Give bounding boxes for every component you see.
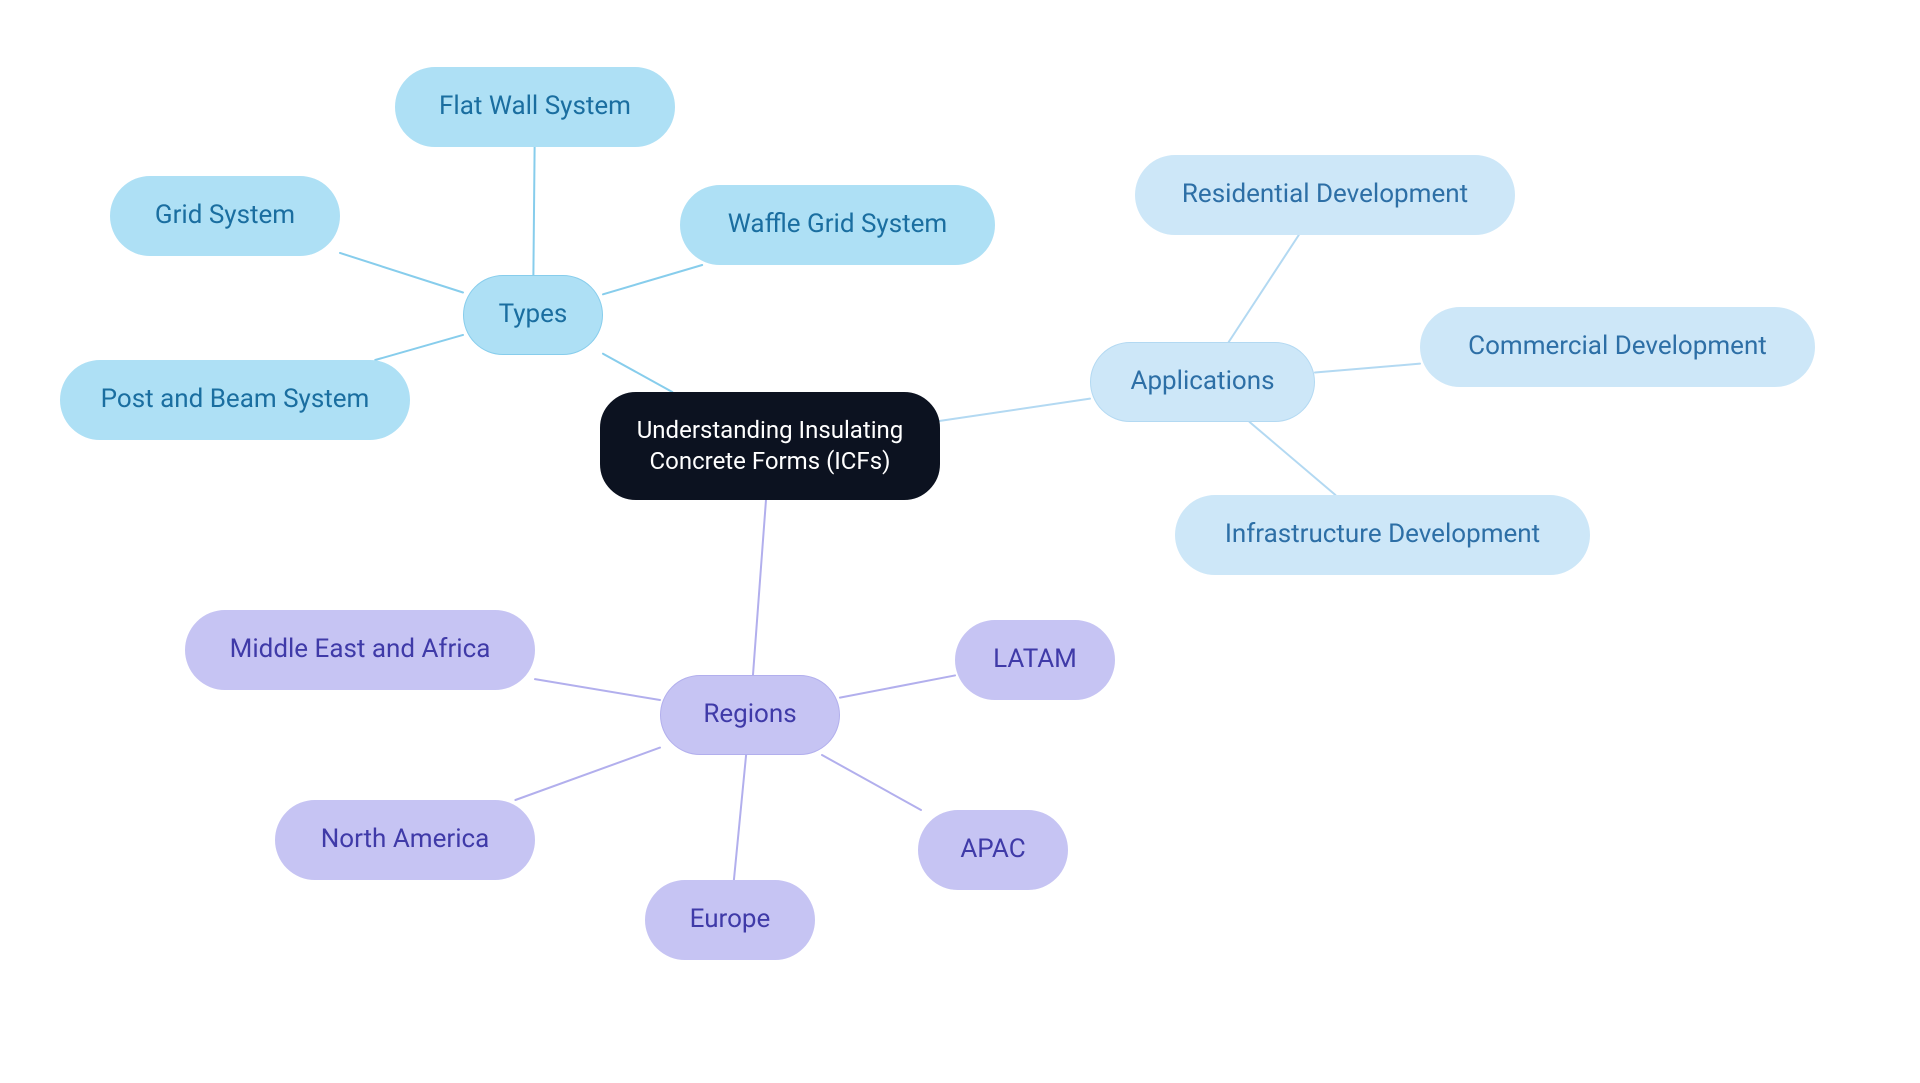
node-types-flat: Flat Wall System — [395, 67, 675, 147]
node-reg-latam: LATAM — [955, 620, 1115, 700]
node-types-post: Post and Beam System — [60, 360, 410, 440]
node-reg-na: North America — [275, 800, 535, 880]
node-apps-inf: Infrastructure Development — [1175, 495, 1590, 575]
node-reg-mea: Middle East and Africa — [185, 610, 535, 690]
node-regions: Regions — [660, 675, 840, 755]
node-reg-eu: Europe — [645, 880, 815, 960]
node-apps: Applications — [1090, 342, 1315, 422]
node-reg-apac: APAC — [918, 810, 1068, 890]
node-center: Understanding Insulating Concrete Forms … — [600, 392, 940, 500]
node-apps-res: Residential Development — [1135, 155, 1515, 235]
mindmap-canvas: Understanding Insulating Concrete Forms … — [0, 0, 1920, 1083]
node-types-grid: Grid System — [110, 176, 340, 256]
node-types-waffle: Waffle Grid System — [680, 185, 995, 265]
edges-layer — [0, 0, 1920, 1083]
node-apps-com: Commercial Development — [1420, 307, 1815, 387]
node-types: Types — [463, 275, 603, 355]
